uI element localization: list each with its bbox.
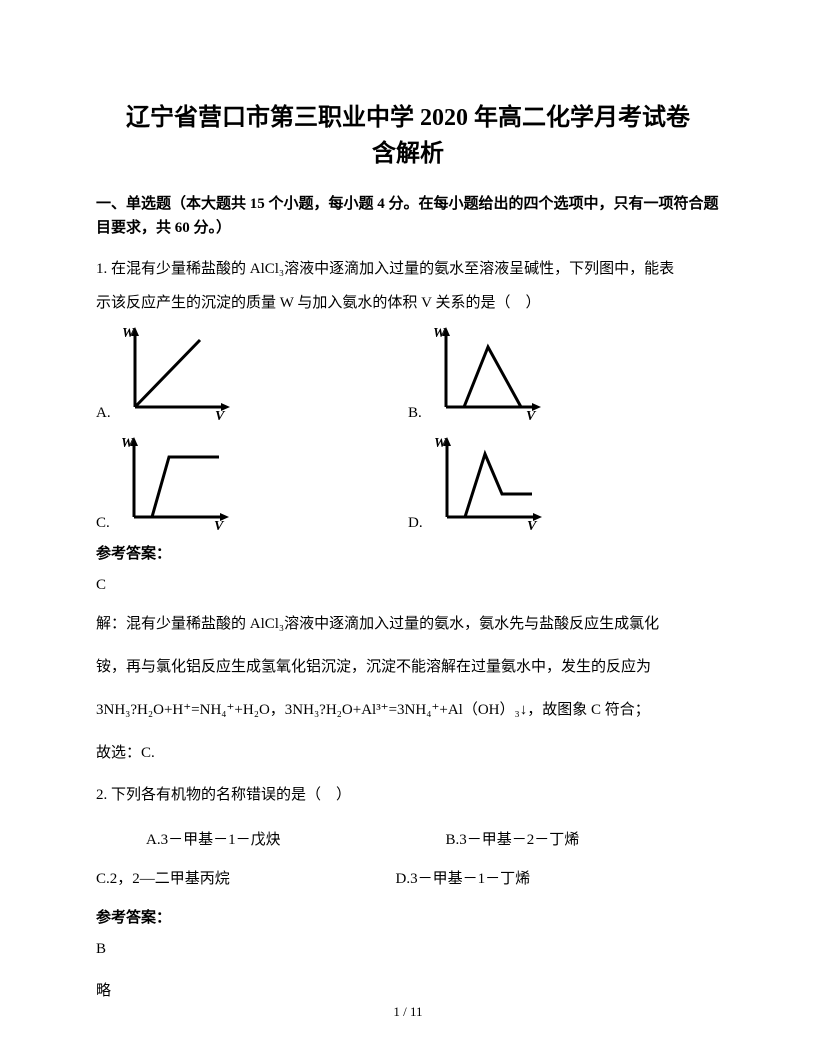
q1-answer: C bbox=[96, 577, 720, 594]
q1-explanation-line4: 故选：C. bbox=[96, 737, 720, 770]
q2-option-c: C.2，2—二甲基丙烷 bbox=[96, 867, 396, 888]
q2-options-row2: C.2，2—二甲基丙烷 D.3－甲基－1－丁烯 bbox=[96, 867, 720, 888]
svg-text:V: V bbox=[526, 409, 537, 422]
q2-option-d: D.3－甲基－1－丁烯 bbox=[396, 867, 720, 888]
q1-text-line1: 1. 在混有少量稀盐酸的 AlCl₃溶液中逐滴加入过量的氨水至溶液呈碱性，下列图… bbox=[96, 254, 720, 284]
q1-option-a-label: A. bbox=[96, 405, 111, 422]
q2-note: 略 bbox=[96, 976, 720, 1006]
svg-text:W: W bbox=[434, 436, 448, 451]
q1-graph-row-1: A. W V B. W V bbox=[96, 322, 720, 422]
q1-graph-c: W V bbox=[114, 432, 234, 532]
svg-text:W: W bbox=[433, 326, 447, 341]
q1-graph-b: W V bbox=[426, 322, 546, 422]
q1-explanation-line3: 3NH₃?H₂O+H⁺=NH₄⁺+H₂O，3NH₃?H₂O+Al³⁺=3NH₄⁺… bbox=[96, 694, 720, 727]
section-header: 一、单选题（本大题共 15 个小题，每小题 4 分。在每小题给出的四个选项中，只… bbox=[96, 192, 720, 240]
q1-explanation-line2: 铵，再与氯化铝反应生成氢氧化铝沉淀，沉淀不能溶解在过量氨水中，发生的反应为 bbox=[96, 651, 720, 684]
q1-text-line2: 示该反应产生的沉淀的质量 W 与加入氨水的体积 V 关系的是（ ） bbox=[96, 288, 720, 318]
svg-text:W: W bbox=[122, 326, 136, 341]
q2-option-b: B.3－甲基－2－丁烯 bbox=[445, 828, 720, 849]
q1-option-d-label: D. bbox=[408, 515, 423, 532]
q1-option-c-label: C. bbox=[96, 515, 110, 532]
svg-text:V: V bbox=[214, 519, 225, 532]
q2-option-a: A.3－甲基－1－戊炔 bbox=[96, 828, 445, 849]
q1-graph-d: W V bbox=[427, 432, 547, 532]
q2-answer-label: 参考答案： bbox=[96, 906, 720, 927]
q1-option-b-label: B. bbox=[408, 405, 422, 422]
title-line1: 辽宁省营口市第三职业中学 2020 年高二化学月考试卷 bbox=[96, 100, 720, 136]
svg-text:V: V bbox=[527, 519, 538, 532]
page-footer: 1 / 11 bbox=[0, 1004, 816, 1020]
page-title: 辽宁省营口市第三职业中学 2020 年高二化学月考试卷 含解析 bbox=[96, 100, 720, 172]
title-line2: 含解析 bbox=[96, 136, 720, 172]
q1-graph-row-2: C. W V D. W V bbox=[96, 432, 720, 532]
q1-explanation-line1: 解：混有少量稀盐酸的 AlCl₃溶液中逐滴加入过量的氨水，氨水先与盐酸反应生成氯… bbox=[96, 608, 720, 641]
q2-answer: B bbox=[96, 941, 720, 958]
q2-text: 2. 下列各有机物的名称错误的是（ ） bbox=[96, 780, 720, 810]
svg-text:V: V bbox=[215, 409, 226, 422]
q2-options-row1: A.3－甲基－1－戊炔 B.3－甲基－2－丁烯 bbox=[96, 828, 720, 849]
svg-text:W: W bbox=[121, 436, 135, 451]
q1-graph-a: W V bbox=[115, 322, 235, 422]
q1-answer-label: 参考答案： bbox=[96, 542, 720, 563]
